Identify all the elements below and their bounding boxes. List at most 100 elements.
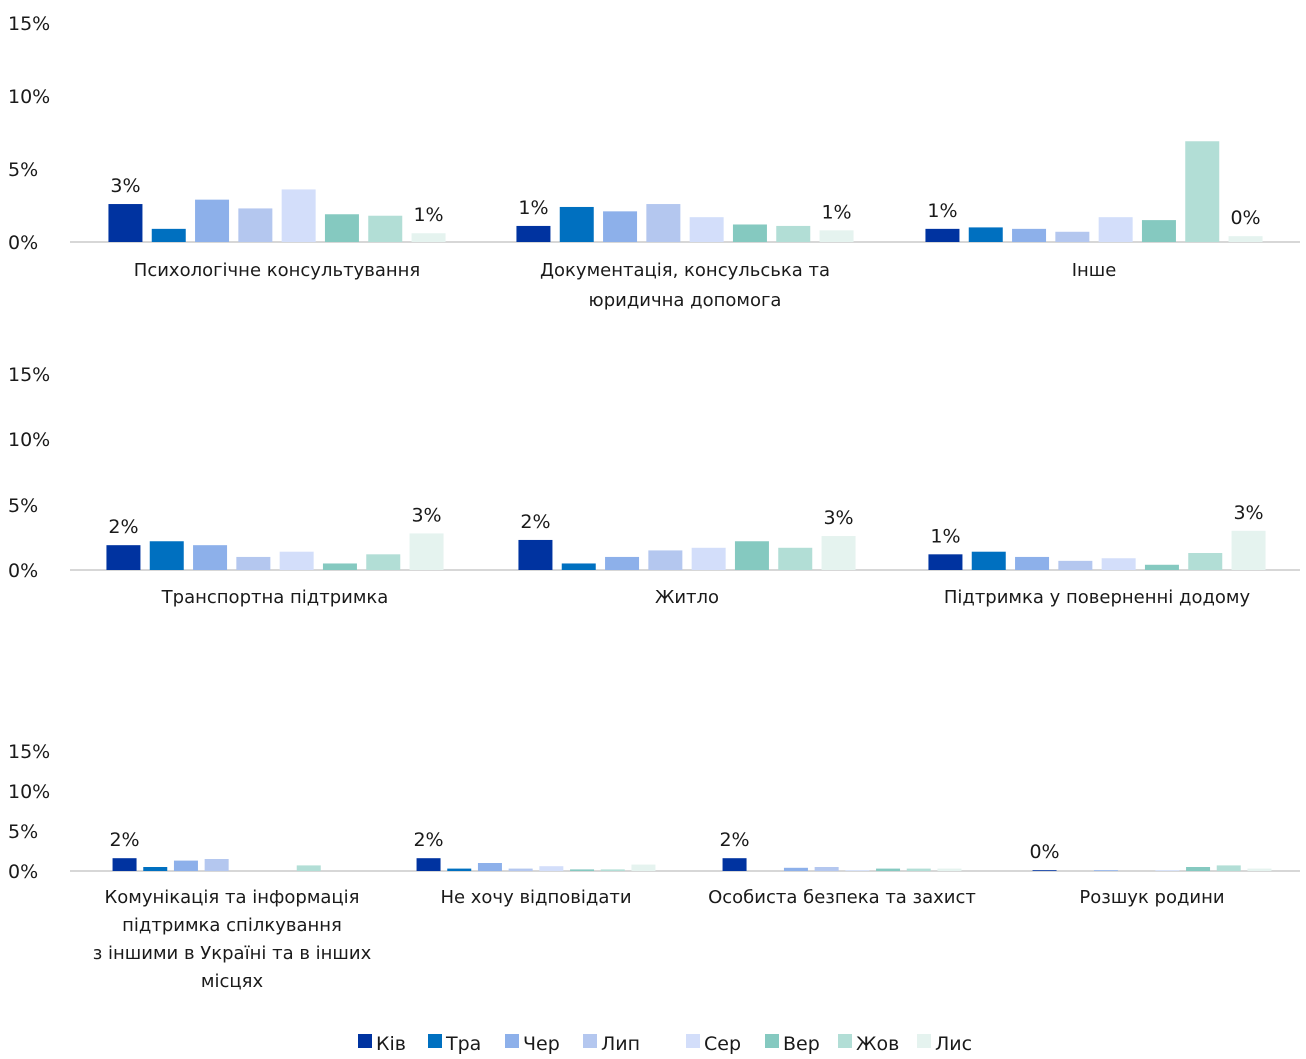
bar (906, 868, 931, 871)
legend-swatch (838, 1034, 852, 1048)
bar (819, 230, 854, 242)
bar (516, 225, 551, 242)
legend-label: Сер (704, 1033, 741, 1055)
category-group: 1% 1% Документація, консульська та юридична… (516, 197, 854, 311)
bar (925, 228, 960, 242)
bar (324, 214, 359, 242)
data-label: 1% (927, 200, 957, 222)
chart-panel-3: 0% 5% 10% 15% 2% Комунікація та інформація під… (8, 741, 1300, 992)
category-group: 2% Комунікація та інформація підтримка спі… (93, 829, 372, 992)
bar (108, 204, 143, 242)
data-label: 2% (413, 829, 443, 851)
bar (570, 869, 595, 871)
y-tick-label: 5% (8, 495, 38, 517)
data-label: 1% (518, 197, 548, 219)
bar (149, 541, 184, 570)
bar (143, 867, 168, 871)
data-label: 2% (109, 829, 139, 851)
bar (732, 224, 767, 242)
bar (603, 211, 638, 242)
category-group: 0% Розшук родини (1029, 841, 1272, 908)
bar (447, 868, 472, 871)
bar (1012, 228, 1047, 242)
bar (561, 563, 596, 570)
bar (238, 208, 273, 242)
bar (646, 204, 681, 242)
chart-panel-1: 0% 5% 10% 15% 3% 1% Психологічне консультуванн… (8, 13, 1300, 311)
bar (648, 550, 683, 570)
legend-label: Тра (445, 1033, 481, 1055)
data-label: 1% (413, 204, 443, 226)
legend-label: Кiв (376, 1033, 406, 1055)
data-label: 1% (930, 525, 960, 547)
bar (783, 867, 808, 871)
legend-item: Лис (917, 1033, 972, 1055)
bar (1015, 556, 1050, 570)
y-tick-label: 5% (8, 821, 38, 843)
legend-swatch (505, 1034, 519, 1048)
category-group: 2% Не хочу відповідати (413, 829, 656, 908)
data-label: 2% (719, 829, 749, 851)
y-tick-label: 10% (8, 781, 50, 803)
y-tick-label: 10% (8, 86, 50, 108)
chart-panel-2: 0% 5% 10% 15% 2% 3% Транспортна підтримка 2% 3% Ж… (8, 364, 1300, 608)
legend-swatch (917, 1034, 931, 1048)
data-label: 3% (411, 504, 441, 526)
category-label: Розшук родини (1079, 887, 1224, 908)
bar (368, 215, 403, 242)
legend-swatch (765, 1034, 779, 1048)
y-tick-label: 0% (8, 560, 38, 582)
bar (508, 868, 533, 871)
bar (366, 554, 401, 570)
data-label: 2% (520, 511, 550, 533)
bar (1055, 231, 1090, 242)
legend-item: Кiв (358, 1033, 406, 1055)
bar (1185, 141, 1220, 242)
category-label: Підтримка у поверненні додому (944, 587, 1251, 608)
bar (876, 868, 901, 871)
legend-swatch (358, 1034, 372, 1048)
legend-swatch (428, 1034, 442, 1048)
bar (322, 563, 357, 570)
bar (1032, 870, 1057, 871)
bar (845, 870, 870, 871)
category-label: Документація, консульська та (540, 260, 830, 281)
y-tick-label: 0% (8, 861, 38, 883)
bar (518, 539, 553, 570)
bar (409, 533, 444, 570)
data-label: 2% (108, 516, 138, 538)
bar (631, 864, 656, 871)
legend-item: Тра (428, 1033, 481, 1055)
bar (296, 865, 321, 871)
bar (281, 189, 316, 242)
bar (776, 225, 811, 242)
bar (1155, 870, 1180, 871)
bar (821, 536, 856, 570)
bar (1186, 867, 1211, 871)
bar (734, 541, 769, 570)
bar (1144, 564, 1179, 570)
category-label: Транспортна підтримка (161, 587, 389, 608)
bar (1188, 553, 1223, 570)
y-tick-label: 15% (8, 741, 50, 763)
bar (195, 199, 230, 242)
bar (778, 547, 813, 570)
category-group: 2% 3% Транспортна підтримка (106, 504, 444, 608)
y-tick-label: 15% (8, 364, 50, 386)
bar (151, 228, 186, 242)
category-label: Інше (1072, 260, 1117, 281)
data-label: 3% (823, 507, 853, 529)
bar (814, 867, 839, 871)
bar (477, 863, 502, 871)
bar (1093, 870, 1118, 871)
data-label: 1% (821, 201, 851, 223)
category-group: 1% 3% Підтримка у поверненні додому (928, 502, 1266, 608)
y-tick-label: 10% (8, 429, 50, 451)
category-label: Житло (655, 587, 719, 608)
y-tick-label: 0% (8, 232, 38, 254)
y-tick-label: 5% (8, 159, 38, 181)
legend-item: Лип (583, 1033, 640, 1055)
legend-swatch (686, 1034, 700, 1048)
legend-item: Жов (838, 1033, 899, 1055)
